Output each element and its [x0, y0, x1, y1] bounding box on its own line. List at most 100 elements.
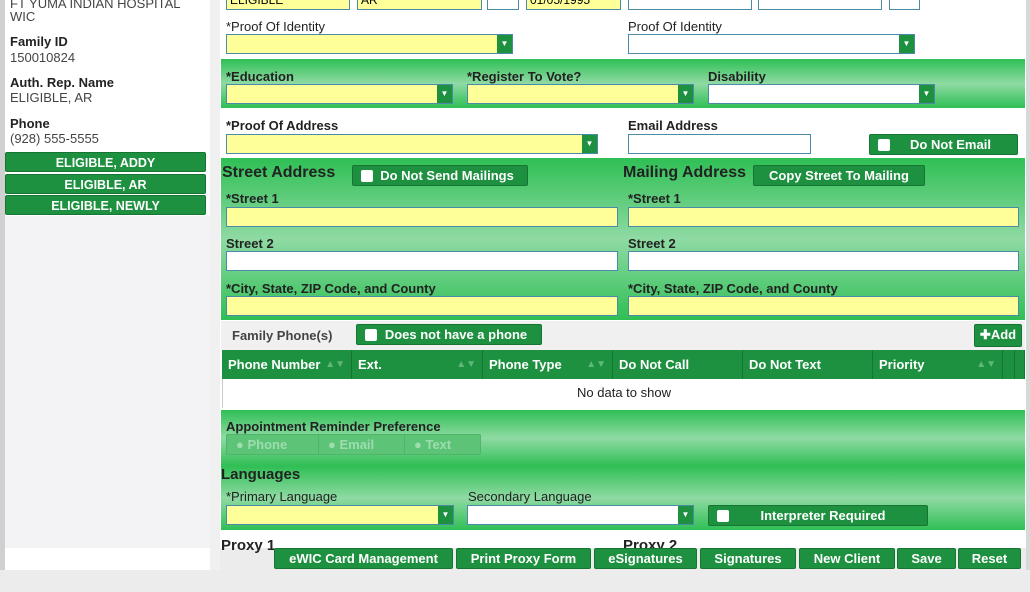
mailing-address-title: Mailing Address — [623, 164, 746, 181]
chevron-down-icon: ▼ — [582, 135, 597, 153]
reminder-segmented: ● Phone ● Email ● Text — [226, 434, 481, 455]
signatures-button[interactable]: Signatures — [700, 548, 796, 569]
member-button[interactable]: ELIGIBLE, ADDY — [5, 152, 206, 172]
checkbox-icon — [361, 170, 373, 182]
sort-icon: ▲▼ — [456, 359, 476, 370]
add-label: Add — [990, 327, 1017, 342]
option-label: Email — [339, 437, 375, 452]
reminder-label: Appointment Reminder Preference — [226, 419, 441, 434]
education-select[interactable]: ▼ — [226, 84, 453, 104]
street-address-title: Street Address — [222, 164, 336, 181]
email-label: Email Address — [628, 118, 718, 133]
street2-input[interactable] — [226, 251, 618, 271]
do-not-email-toggle[interactable]: Do Not Email — [869, 134, 1018, 155]
do-not-send-mailings-toggle[interactable]: Do Not Send Mailings — [352, 165, 528, 186]
proof-identity-label-2: Proof Of Identity — [628, 19, 722, 34]
phone-value: (928) 555-5555 — [10, 131, 99, 146]
column-label: Do Not Text — [749, 357, 821, 372]
chevron-down-icon: ▼ — [899, 35, 914, 53]
proof-address-select[interactable]: ▼ — [226, 134, 598, 154]
first-name-input[interactable]: AR — [357, 0, 482, 10]
street1-input[interactable] — [226, 207, 618, 227]
column-header[interactable]: Do Not Text — [743, 350, 873, 379]
mailing-street2-input[interactable] — [628, 251, 1019, 271]
middle-initial-input[interactable] — [487, 0, 519, 10]
disability-label: Disability — [708, 69, 766, 84]
column-label: Ext. — [358, 357, 382, 372]
scrollbar[interactable] — [1026, 0, 1030, 570]
column-label: Phone Number — [228, 357, 321, 372]
sort-icon: ▲▼ — [976, 359, 996, 370]
ewic-card-button[interactable]: eWIC Card Management — [274, 548, 453, 569]
family-id-value: 150010824 — [10, 50, 76, 65]
column-label: Phone Type — [489, 357, 562, 372]
field-input[interactable] — [889, 0, 920, 10]
do-not-send-label: Do Not Send Mailings — [380, 168, 514, 183]
interpreter-required-toggle[interactable]: Interpreter Required — [708, 505, 928, 526]
reminder-option-email[interactable]: ● Email — [319, 435, 405, 454]
auth-rep-value: ELIGIBLE, AR — [10, 90, 93, 105]
column-header[interactable]: Ext. ▲▼ — [352, 350, 483, 379]
esignatures-button[interactable]: eSignatures — [594, 548, 697, 569]
field-input[interactable] — [628, 0, 752, 10]
secondary-language-select[interactable]: ▼ — [467, 505, 694, 525]
city-input[interactable] — [226, 296, 618, 316]
reset-button[interactable]: Reset — [958, 548, 1021, 569]
checkbox-icon — [878, 139, 890, 151]
save-button[interactable]: Save — [897, 548, 956, 569]
option-label: Text — [425, 437, 452, 452]
auth-rep-label: Auth. Rep. Name — [10, 75, 115, 90]
splitter — [210, 0, 220, 570]
sort-icon: ▲▼ — [586, 359, 606, 370]
primary-language-select[interactable]: ▼ — [226, 505, 454, 525]
no-phone-label: Does not have a phone — [384, 327, 528, 342]
dob-input[interactable]: 01/05/1995 — [526, 0, 621, 10]
mailing-city-input[interactable] — [628, 296, 1019, 316]
column-label: Do Not Call — [619, 357, 690, 372]
no-phone-toggle[interactable]: Does not have a phone — [356, 324, 542, 345]
chevron-down-icon: ▼ — [678, 85, 693, 103]
email-input[interactable] — [628, 134, 811, 154]
field-input[interactable] — [758, 0, 882, 10]
proxy1-title: Proxy 1 — [221, 537, 276, 554]
member-button[interactable]: ELIGIBLE, NEWLY — [5, 195, 206, 215]
client-sidebar: FT YUMA INDIAN HOSPITAL WIC Family ID 15… — [0, 0, 210, 570]
status-area — [0, 570, 1030, 592]
column-header[interactable]: Priority ▲▼ — [873, 350, 1003, 379]
reminder-option-phone[interactable]: ● Phone — [227, 435, 319, 454]
print-proxy-button[interactable]: Print Proxy Form — [456, 548, 591, 569]
proof-identity-select[interactable]: ▼ — [226, 34, 513, 54]
column-header-spacer — [1015, 350, 1025, 379]
add-phone-button[interactable]: ✚Add — [974, 324, 1022, 347]
street1-label: *Street 1 — [226, 191, 279, 206]
phones-empty-message: No data to show — [222, 379, 1025, 408]
new-client-button[interactable]: New Client — [799, 548, 895, 569]
member-button[interactable]: ELIGIBLE, AR — [5, 174, 206, 194]
mailing-street1-label: *Street 1 — [628, 191, 681, 206]
chevron-down-icon: ▼ — [678, 506, 693, 524]
column-header-spacer — [1003, 350, 1015, 379]
chevron-down-icon: ▼ — [438, 506, 453, 524]
city-label: *City, State, ZIP Code, and County — [226, 281, 436, 296]
plus-icon: ✚ — [979, 327, 991, 342]
column-header[interactable]: Do Not Call — [613, 350, 743, 379]
secondary-language-label: Secondary Language — [468, 489, 592, 504]
mailing-city-label: *City, State, ZIP Code, and County — [628, 281, 838, 296]
column-label: Priority — [879, 357, 925, 372]
checkbox-icon — [365, 329, 377, 341]
last-name-input[interactable]: ELIGIBLE — [226, 0, 350, 10]
clinic-name: FT YUMA INDIAN HOSPITAL — [10, 0, 181, 11]
family-id-label: Family ID — [10, 34, 68, 49]
register-vote-select[interactable]: ▼ — [467, 84, 694, 104]
mailing-street1-input[interactable] — [628, 207, 1019, 227]
checkbox-icon — [717, 510, 729, 522]
disability-select[interactable]: ▼ — [708, 84, 935, 104]
proof-identity-select-2[interactable]: ▼ — [628, 34, 915, 54]
column-header[interactable]: Phone Type ▲▼ — [483, 350, 613, 379]
column-header[interactable]: Phone Number ▲▼ — [222, 350, 352, 379]
reminder-option-text[interactable]: ● Text — [414, 437, 452, 452]
chevron-down-icon: ▼ — [437, 85, 452, 103]
copy-street-button[interactable]: Copy Street To Mailing — [753, 165, 925, 186]
chevron-down-icon: ▼ — [919, 85, 934, 103]
proof-address-label: *Proof Of Address — [226, 118, 339, 133]
